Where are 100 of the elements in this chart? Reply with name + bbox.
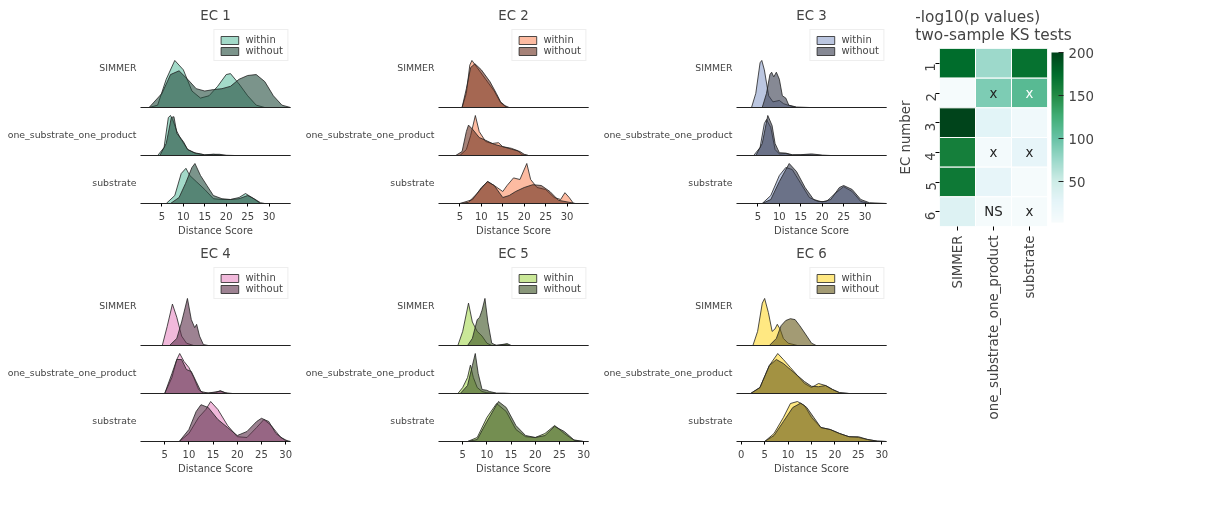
x-tick-label: 20 bbox=[528, 448, 542, 460]
legend-label: without bbox=[543, 283, 581, 294]
y-tick-label: 3 bbox=[923, 122, 939, 132]
chart-title: -log10(p values) two-sample KS tests bbox=[915, 7, 1072, 44]
y-axis-title: one_substrate_one_product bbox=[603, 367, 733, 378]
x-tick-label: 5 bbox=[158, 210, 166, 222]
y-axis-title: SIMMER bbox=[695, 62, 734, 73]
x-tick-label: 30 bbox=[262, 210, 276, 222]
x-tick-label: 10 bbox=[772, 210, 786, 222]
x-tick-label: 10 bbox=[480, 448, 494, 460]
x-axis-title: Distance Score bbox=[774, 462, 849, 474]
x-tick-label: 30 bbox=[560, 210, 574, 222]
legend-label: without bbox=[841, 283, 879, 294]
legend-label: within bbox=[543, 272, 574, 283]
color-bar-label: 50 bbox=[1068, 174, 1086, 190]
x-tick-label: 20 bbox=[828, 448, 842, 460]
x-tick-label: 20 bbox=[815, 210, 829, 222]
y-axis-title: one_substrate_one_product bbox=[7, 129, 137, 140]
legend-label: within bbox=[245, 272, 276, 283]
chart-title: EC 5 bbox=[498, 245, 529, 261]
x-tick-label: substrate bbox=[1022, 235, 1037, 299]
y-axis-title: SIMMER bbox=[99, 62, 138, 73]
legend-label: without bbox=[841, 45, 879, 56]
data-label: x bbox=[989, 144, 998, 160]
y-tick-label: 2 bbox=[923, 93, 939, 102]
x-tick-label: one_substrate_one_product bbox=[986, 235, 1001, 420]
y-tick-label: 5 bbox=[923, 182, 939, 191]
y-axis-title: one_substrate_one_product bbox=[603, 129, 733, 140]
y-axis-title: substrate bbox=[688, 415, 733, 426]
y-axis-title: one_substrate_one_product bbox=[305, 367, 435, 378]
chart-title: EC 2 bbox=[498, 7, 529, 23]
x-tick-label: 25 bbox=[553, 448, 566, 460]
data-label: x bbox=[1025, 85, 1034, 101]
y-axis-title: substrate bbox=[688, 177, 733, 188]
x-tick-label: 30 bbox=[279, 448, 293, 460]
x-tick-label: 10 bbox=[176, 210, 190, 222]
x-tick-label: 10 bbox=[781, 448, 795, 460]
x-tick-label: 5 bbox=[761, 448, 768, 460]
x-tick-label: 25 bbox=[837, 210, 851, 222]
y-tick-label: 1 bbox=[923, 63, 939, 72]
x-tick-label: 15 bbox=[496, 210, 510, 222]
color-bar-label: 150 bbox=[1068, 88, 1094, 104]
y-axis-title: EC number bbox=[897, 99, 913, 175]
x-tick-label: 25 bbox=[241, 210, 255, 222]
x-axis-title: Distance Score bbox=[178, 462, 253, 474]
x-tick-label: 25 bbox=[255, 448, 268, 460]
legend-label: within bbox=[245, 34, 276, 45]
x-tick-label: 20 bbox=[219, 210, 233, 222]
color-bar-label: 200 bbox=[1068, 45, 1094, 61]
x-tick-label: 20 bbox=[517, 210, 531, 222]
y-axis-title: SIMMER bbox=[99, 300, 138, 311]
y-axis-title: SIMMER bbox=[397, 300, 436, 311]
legend-label: without bbox=[543, 45, 581, 56]
x-tick-label: 10 bbox=[182, 448, 196, 460]
x-tick-label: 5 bbox=[161, 448, 168, 460]
chart-title: EC 1 bbox=[200, 7, 231, 23]
y-axis-title: substrate bbox=[390, 415, 435, 426]
y-axis-title: substrate bbox=[390, 177, 435, 188]
x-tick-label: 15 bbox=[504, 448, 518, 460]
x-tick-label: 25 bbox=[852, 448, 865, 460]
y-tick-label: 6 bbox=[923, 211, 939, 221]
x-tick-label: 30 bbox=[858, 210, 872, 222]
chart-title: EC 3 bbox=[796, 7, 827, 23]
x-tick-label: 25 bbox=[539, 210, 553, 222]
y-axis-title: substrate bbox=[92, 415, 137, 426]
x-tick-label: 15 bbox=[198, 210, 212, 222]
data-label: x bbox=[989, 85, 998, 101]
y-axis-title: one_substrate_one_product bbox=[7, 367, 137, 378]
x-tick-label: 30 bbox=[875, 448, 889, 460]
x-axis-title: Distance Score bbox=[476, 462, 551, 474]
x-axis-title: Distance Score bbox=[178, 224, 253, 236]
x-tick-label: 5 bbox=[754, 210, 762, 222]
y-axis-title: SIMMER bbox=[397, 62, 436, 73]
x-tick-label: 20 bbox=[230, 448, 244, 460]
color-bar-label: 100 bbox=[1068, 131, 1094, 147]
x-tick-label: 0 bbox=[738, 448, 745, 460]
chart-title: EC 4 bbox=[200, 245, 231, 261]
y-axis-title: SIMMER bbox=[695, 300, 734, 311]
x-tick-label: 15 bbox=[805, 448, 818, 460]
y-axis-title: substrate bbox=[92, 177, 137, 188]
legend-label: without bbox=[245, 283, 283, 294]
y-tick-label: 4 bbox=[923, 152, 939, 161]
data-label: NS bbox=[984, 204, 1003, 220]
data-label: x bbox=[1025, 144, 1034, 160]
x-tick-label: 5 bbox=[456, 210, 464, 222]
x-tick-label: 5 bbox=[459, 448, 466, 460]
x-axis-title: Distance Score bbox=[476, 224, 551, 236]
x-tick-label: 30 bbox=[577, 448, 591, 460]
x-axis-title: Distance Score bbox=[774, 224, 849, 236]
chart-title: EC 6 bbox=[796, 245, 827, 261]
legend-label: within bbox=[841, 272, 872, 283]
x-tick-label: 15 bbox=[206, 448, 220, 460]
x-tick-label: SIMMER bbox=[950, 235, 965, 289]
y-axis-title: one_substrate_one_product bbox=[305, 129, 435, 140]
legend-label: within bbox=[543, 34, 574, 45]
legend-label: without bbox=[245, 45, 283, 56]
legend-label: within bbox=[841, 34, 872, 45]
x-tick-label: 10 bbox=[474, 210, 488, 222]
data-label: x bbox=[1025, 204, 1034, 220]
x-tick-label: 15 bbox=[794, 210, 808, 222]
